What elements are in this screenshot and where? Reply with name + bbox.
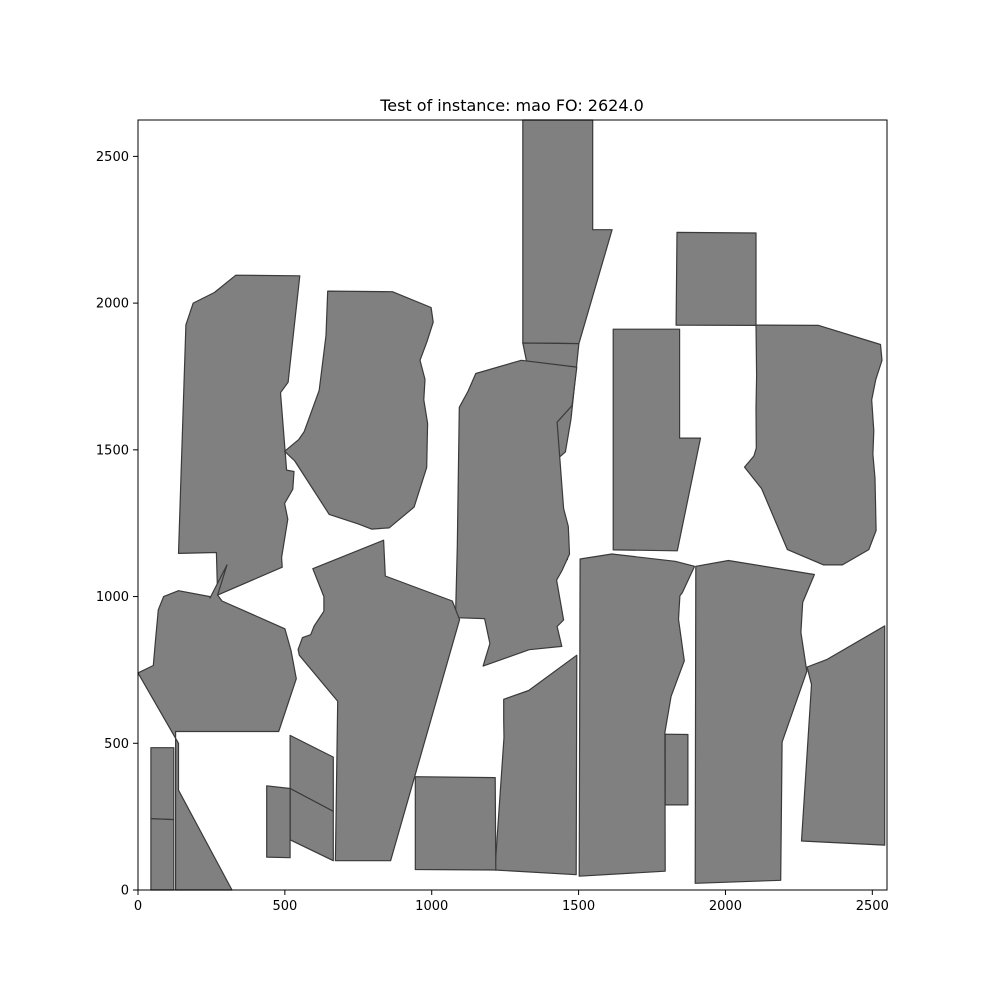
- x-tick-label: 2500: [856, 899, 889, 914]
- polygon-piece-14: [414, 776, 497, 871]
- polygon-piece-16: [664, 733, 689, 806]
- x-tick-label: 0: [134, 899, 142, 914]
- polygon-piece-21: [150, 818, 175, 891]
- polygon-piece-13: [494, 654, 578, 876]
- polygon-piece-3: [743, 324, 883, 566]
- polygon-piece-6: [177, 274, 301, 596]
- y-tick-label: 500: [104, 737, 129, 752]
- polygon-piece-20: [150, 747, 175, 821]
- y-tick-label: 2500: [96, 150, 129, 165]
- x-tick-label: 1500: [562, 899, 595, 914]
- chart-title: Test of instance: mao FO: 2624.0: [379, 96, 644, 115]
- polygon-piece-4: [612, 328, 702, 552]
- y-axis: 0 500 1000 1500 2000 2500: [96, 150, 138, 899]
- x-tick-label: 2000: [709, 899, 742, 914]
- polygon-piece-8: [454, 359, 578, 667]
- x-axis: 0 500 1000 1500 2000 2500: [134, 890, 889, 914]
- polygon-piece-2: [675, 231, 757, 326]
- y-tick-label: 0: [121, 884, 129, 899]
- polygon-piece-7: [284, 290, 434, 530]
- polygon-piece-15: [800, 625, 886, 846]
- polygon-piece-10: [297, 539, 461, 862]
- polygon-piece-12: [694, 559, 816, 884]
- y-tick-label: 2000: [96, 297, 129, 312]
- x-tick-label: 500: [272, 899, 297, 914]
- plot-frame: [137, 119, 888, 891]
- y-tick-label: 1000: [96, 590, 129, 605]
- polygon-piece-19: [266, 785, 291, 859]
- polygon-layer: [137, 119, 886, 891]
- x-tick-label: 1000: [415, 899, 448, 914]
- polygon-piece-1: [522, 119, 613, 345]
- y-tick-label: 1500: [96, 443, 129, 458]
- polygon-piece-11: [578, 553, 696, 877]
